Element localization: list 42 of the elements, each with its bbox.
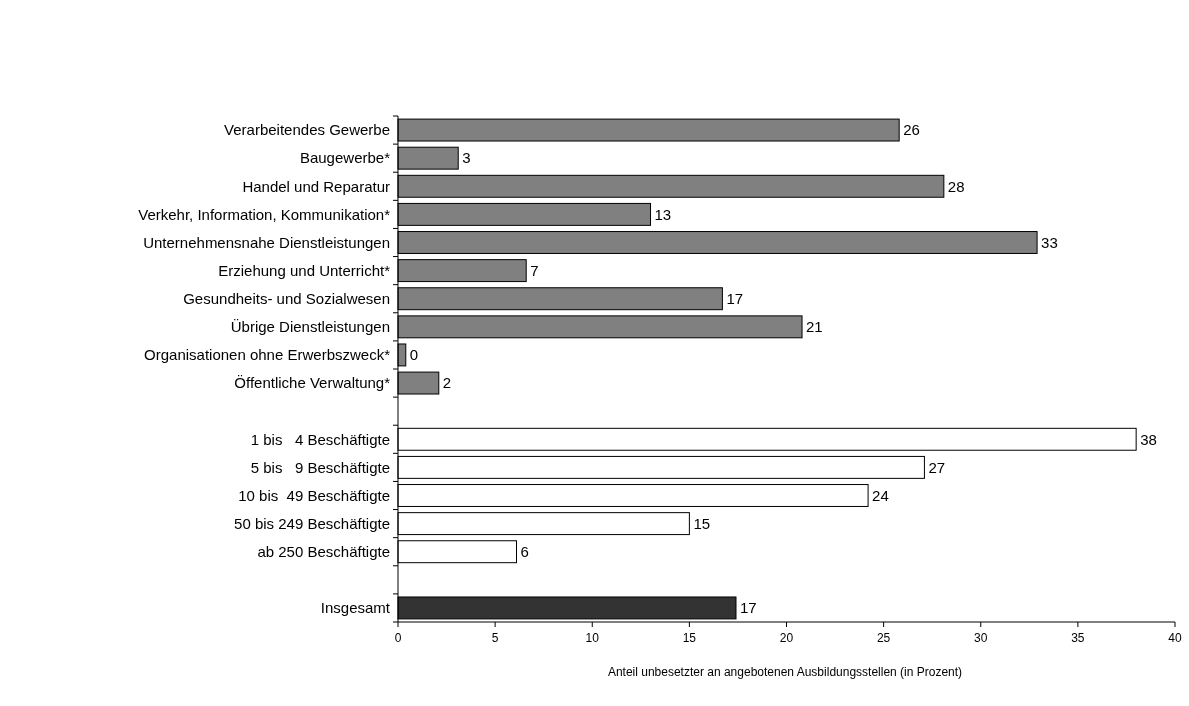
y-tick-label: 50 bis 249 Beschäftigte [234,514,390,532]
data-label: 17 [739,599,757,617]
x-axis-title: Anteil unbesetzter an angebotenen Ausbildungsstellen (in Prozent) [607,665,963,679]
data-label: 7 [530,261,539,279]
data-label: 2 [442,374,452,392]
data-label: 24 [872,486,889,504]
x-tick-label: 5 [491,631,499,645]
x-tick-label: 20 [779,631,794,645]
y-tick-label: 10 bis 49 Beschäftigte [238,486,390,504]
y-tick-label: Insgesamt [320,599,391,617]
data-label: 15 [693,514,711,532]
y-tick-label: Gesundheits- und Sozialwesen [183,289,390,307]
data-label: 21 [806,318,823,336]
y-tick-label: Verkehr, Information, Kommunikation* [138,205,391,223]
x-tick-label: 0 [394,631,402,645]
y-tick-label: 1 bis 4 Beschäftigte [250,430,390,448]
data-label: 38 [1140,430,1157,448]
data-label: 28 [947,177,965,195]
x-tick-label: 15 [682,631,697,645]
data-label: 3 [462,149,471,167]
x-tick-label: 25 [876,631,891,645]
data-label: 13 [654,205,672,223]
y-tick-label: Baugewerbe* [299,149,391,167]
x-tick-label: 30 [974,631,988,645]
x-tick-label: 10 [585,631,600,645]
x-tick-label: 40 [1168,631,1182,645]
y-tick-label: Handel und Reparatur [242,177,390,195]
y-tick-label: ab 250 Beschäftigte [257,542,390,560]
data-label: 0 [409,346,419,364]
data-label: 17 [726,289,744,307]
y-tick-label: Übrige Dienstleistungen [230,318,390,336]
data-label: 33 [1041,233,1058,251]
y-tick-label: Öffentliche Verwaltung* [234,374,391,392]
data-label: 26 [903,121,920,139]
y-tick-label: Verarbeitendes Gewerbe [224,121,390,139]
data-label: 6 [520,542,529,560]
y-tick-label: Erziehung und Unterricht* [218,261,391,279]
x-tick-label: 35 [1071,631,1085,645]
y-tick-label: Organisationen ohne Erwerbszweck* [144,346,391,364]
data-label: 27 [928,458,946,476]
y-tick-label: 5 bis 9 Beschäftigte [250,458,390,476]
y-tick-label: Unternehmensnahe Dienstleistungen [143,233,390,251]
